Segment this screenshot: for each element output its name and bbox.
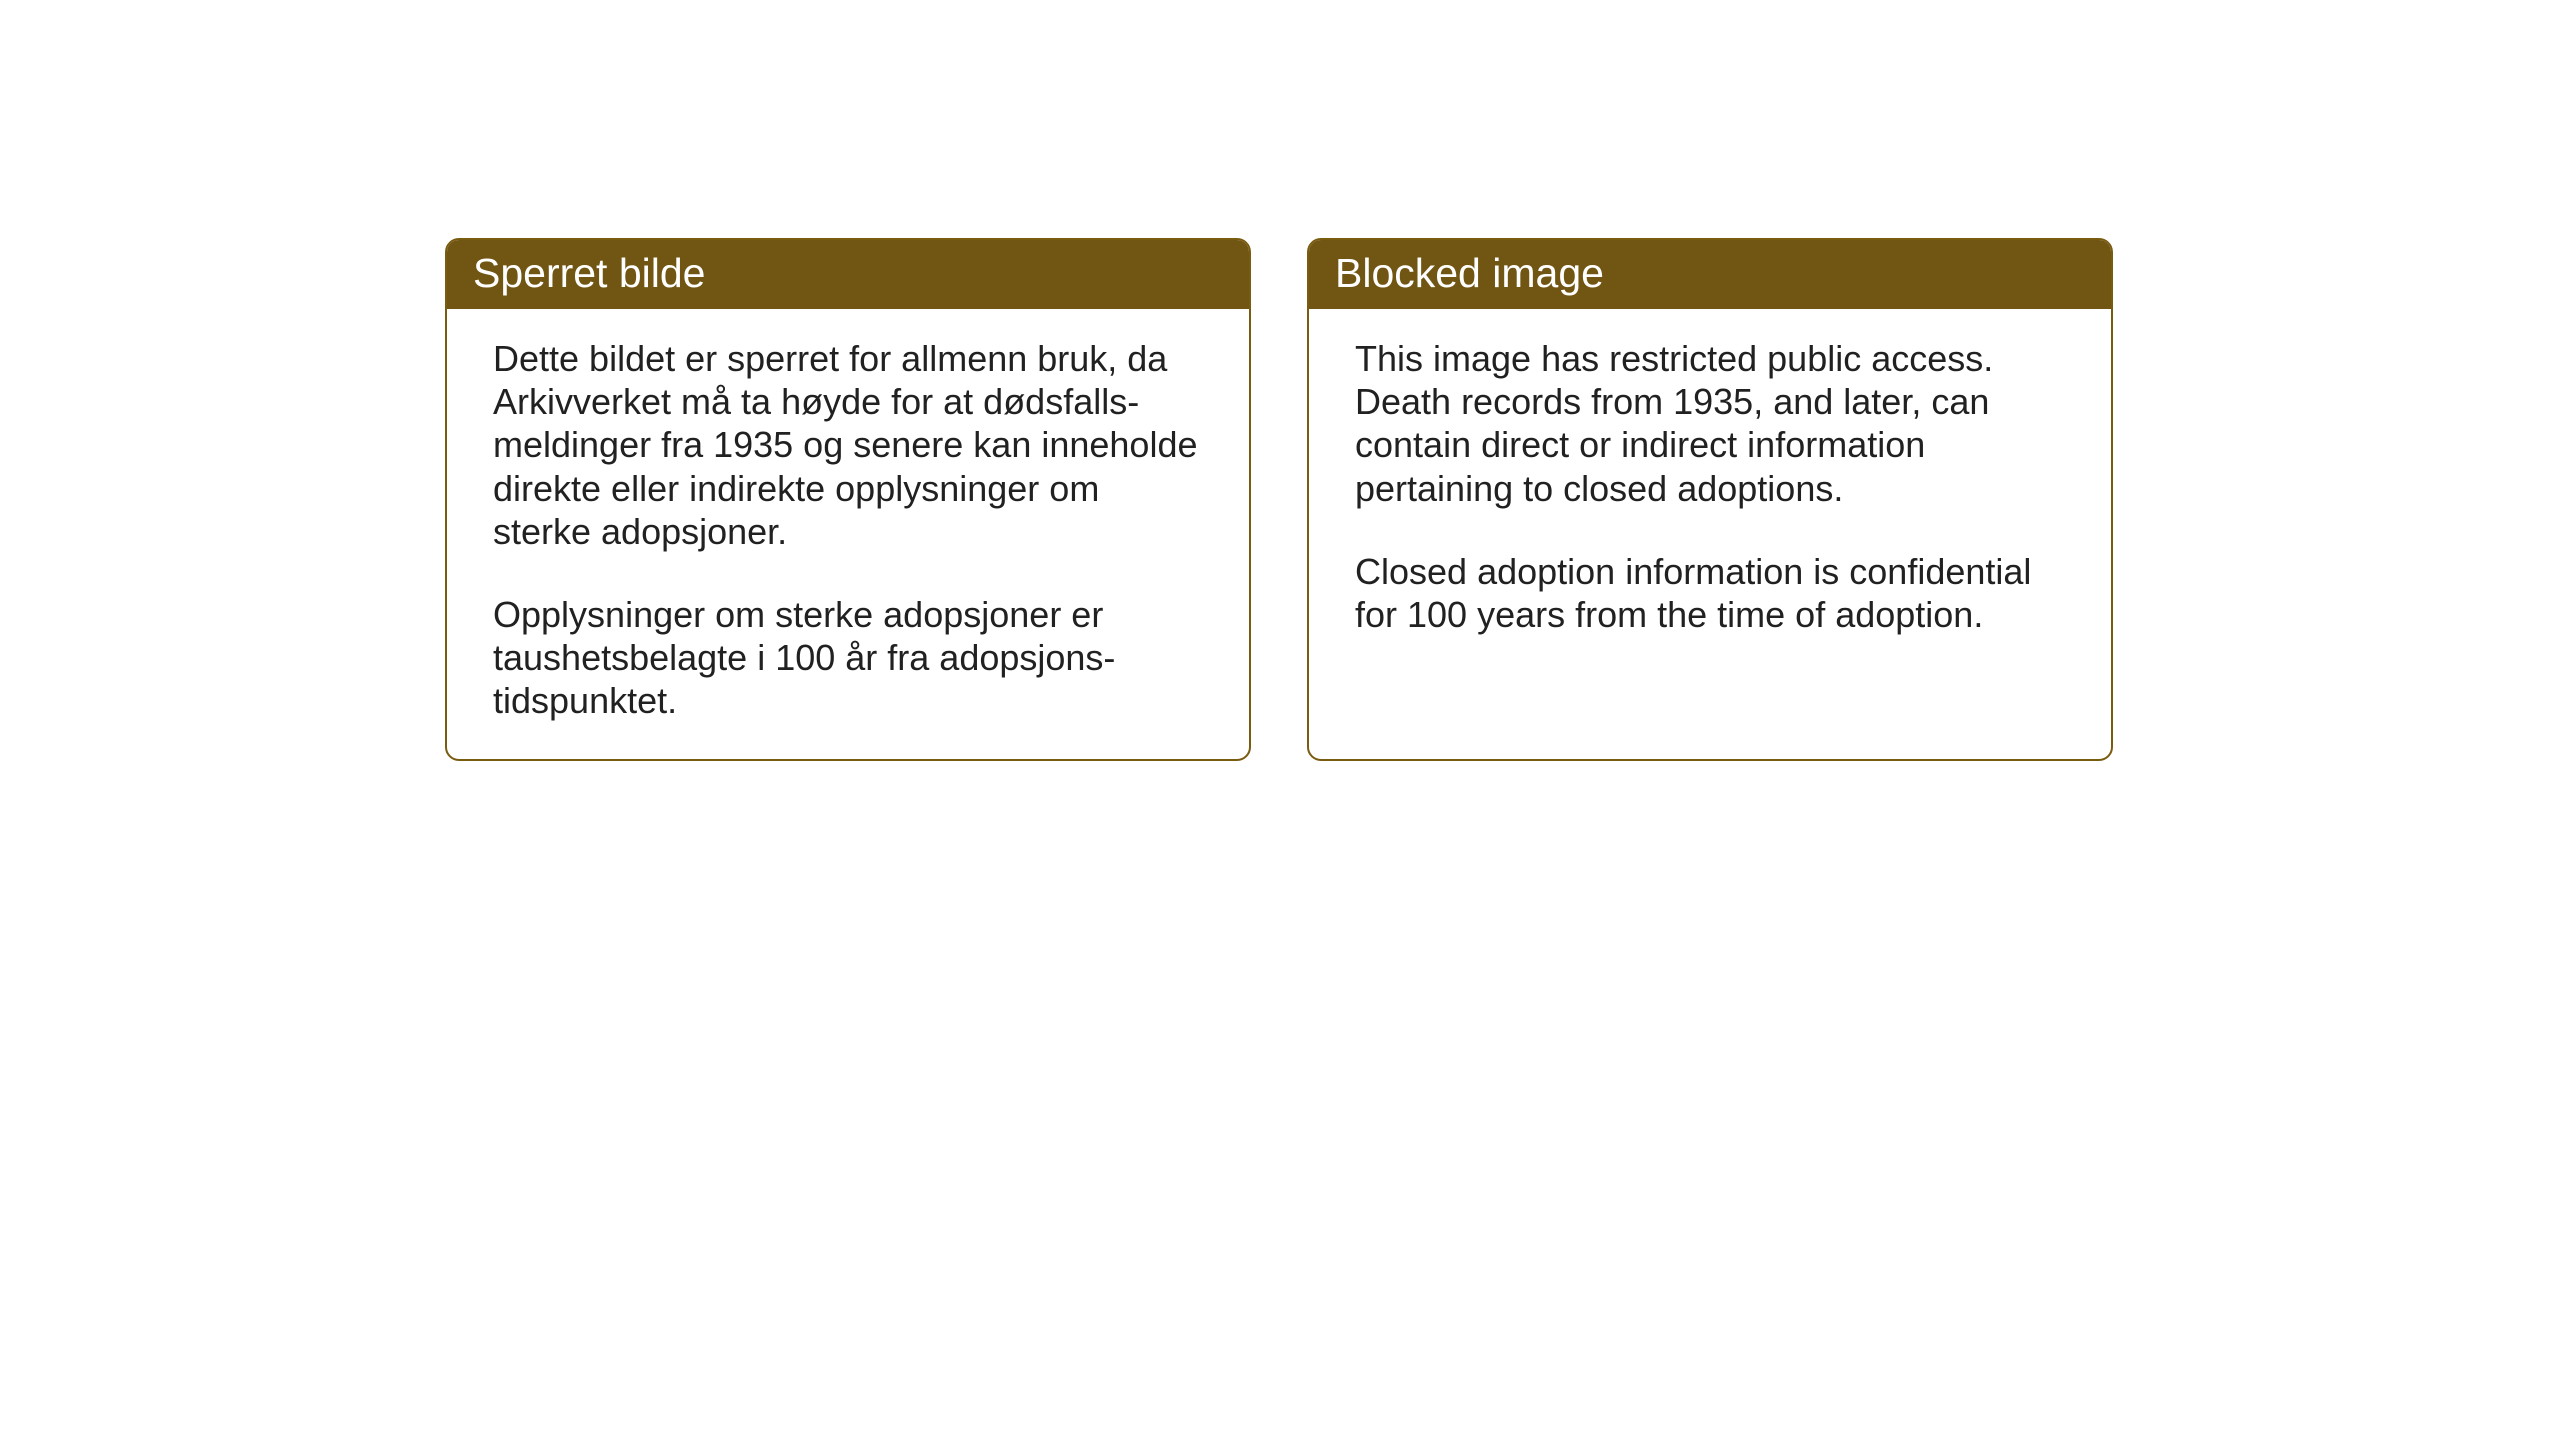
card-paragraph-norwegian-1: Dette bildet er sperret for allmenn bruk… xyxy=(493,337,1203,553)
card-body-english: This image has restricted public access.… xyxy=(1309,309,2111,759)
card-title-norwegian: Sperret bilde xyxy=(473,250,705,296)
notice-card-english: Blocked image This image has restricted … xyxy=(1307,238,2113,761)
card-title-english: Blocked image xyxy=(1335,250,1604,296)
card-paragraph-norwegian-2: Opplysninger om sterke adopsjoner er tau… xyxy=(493,593,1203,723)
card-paragraph-english-2: Closed adoption information is confident… xyxy=(1355,550,2065,636)
card-paragraph-english-1: This image has restricted public access.… xyxy=(1355,337,2065,510)
card-header-norwegian: Sperret bilde xyxy=(447,240,1249,309)
card-header-english: Blocked image xyxy=(1309,240,2111,309)
notice-container: Sperret bilde Dette bildet er sperret fo… xyxy=(445,238,2113,761)
notice-card-norwegian: Sperret bilde Dette bildet er sperret fo… xyxy=(445,238,1251,761)
card-body-norwegian: Dette bildet er sperret for allmenn bruk… xyxy=(447,309,1249,759)
